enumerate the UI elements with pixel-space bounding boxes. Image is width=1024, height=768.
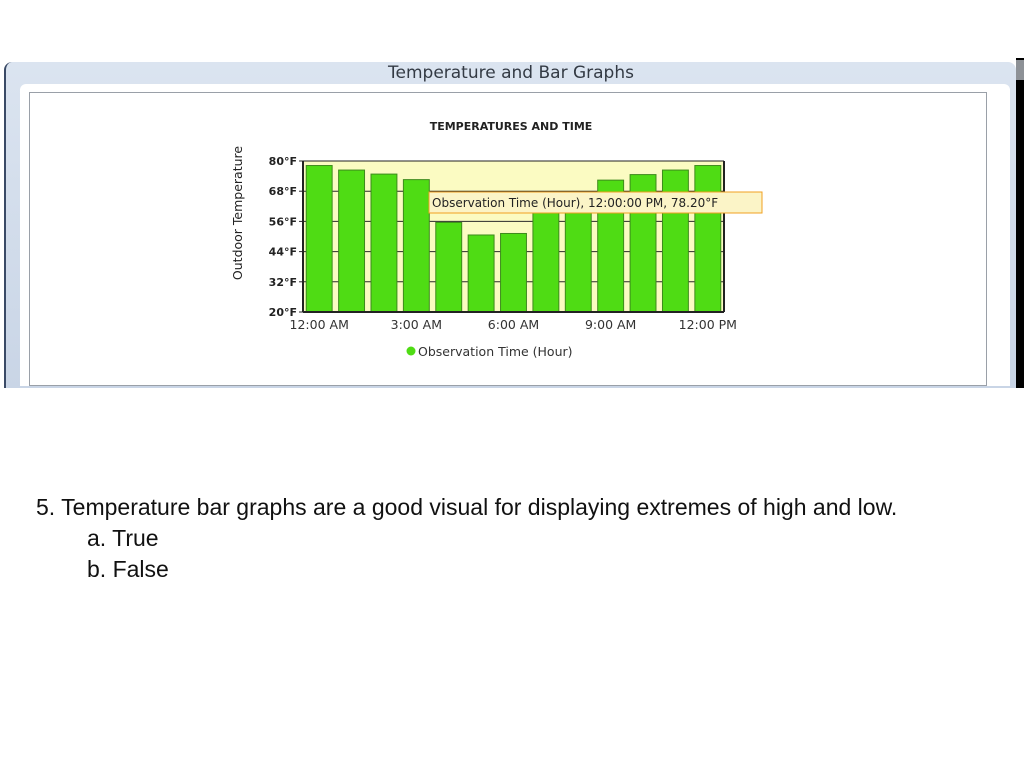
chart-legend: Observation Time (Hour) — [406, 344, 573, 359]
bar-chart: TEMPERATURES AND TIME Outdoor Temperatur… — [230, 120, 763, 359]
y-axis-label: Outdoor Temperature — [230, 146, 245, 280]
bar — [500, 232, 527, 313]
bar — [338, 169, 366, 313]
bar — [370, 173, 398, 313]
question-text: 5. Temperature bar graphs are a good vis… — [36, 494, 898, 520]
y-tick-label: 32°F — [269, 276, 297, 289]
y-tick-label: 44°F — [269, 246, 297, 259]
bar — [532, 206, 560, 313]
y-tick-label: 68°F — [269, 185, 297, 198]
scrollbar-thumb[interactable] — [1016, 60, 1024, 80]
x-tick-label: 12:00 PM — [679, 317, 737, 332]
answer-option-b[interactable]: b. False — [87, 556, 169, 582]
bar — [402, 179, 430, 313]
screenshot-panel: Temperature and Bar Graphs TEMPERATURES … — [0, 58, 1024, 388]
bar — [661, 169, 689, 313]
bar — [694, 165, 722, 313]
y-tick-label: 80°F — [269, 155, 297, 168]
answer-option-a[interactable]: a. True — [87, 525, 159, 551]
tooltip-text: Observation Time (Hour), 12:00:00 PM, 78… — [432, 196, 718, 210]
legend-marker — [406, 346, 416, 356]
bar — [467, 234, 495, 313]
bar — [435, 221, 463, 313]
window-title: Temperature and Bar Graphs — [388, 63, 634, 83]
chart-title: TEMPERATURES AND TIME — [430, 120, 593, 133]
chart-tooltip: Observation Time (Hour), 12:00:00 PM, 78… — [428, 191, 763, 214]
x-tick-label: 3:00 AM — [391, 317, 442, 332]
legend-label: Observation Time (Hour) — [418, 344, 573, 359]
y-tick-label: 20°F — [269, 306, 297, 319]
bar — [305, 165, 333, 313]
x-tick-label: 12:00 AM — [290, 317, 349, 332]
y-tick-label: 56°F — [269, 215, 297, 228]
question-block: 5. Temperature bar graphs are a good vis… — [36, 492, 986, 585]
x-tick-label: 6:00 AM — [488, 317, 539, 332]
scrollbar-track[interactable] — [1016, 58, 1024, 388]
x-tick-label: 9:00 AM — [585, 317, 636, 332]
chart-container: TEMPERATURES AND TIME Outdoor Temperatur… — [29, 92, 987, 386]
tooltip-box — [428, 191, 763, 214]
